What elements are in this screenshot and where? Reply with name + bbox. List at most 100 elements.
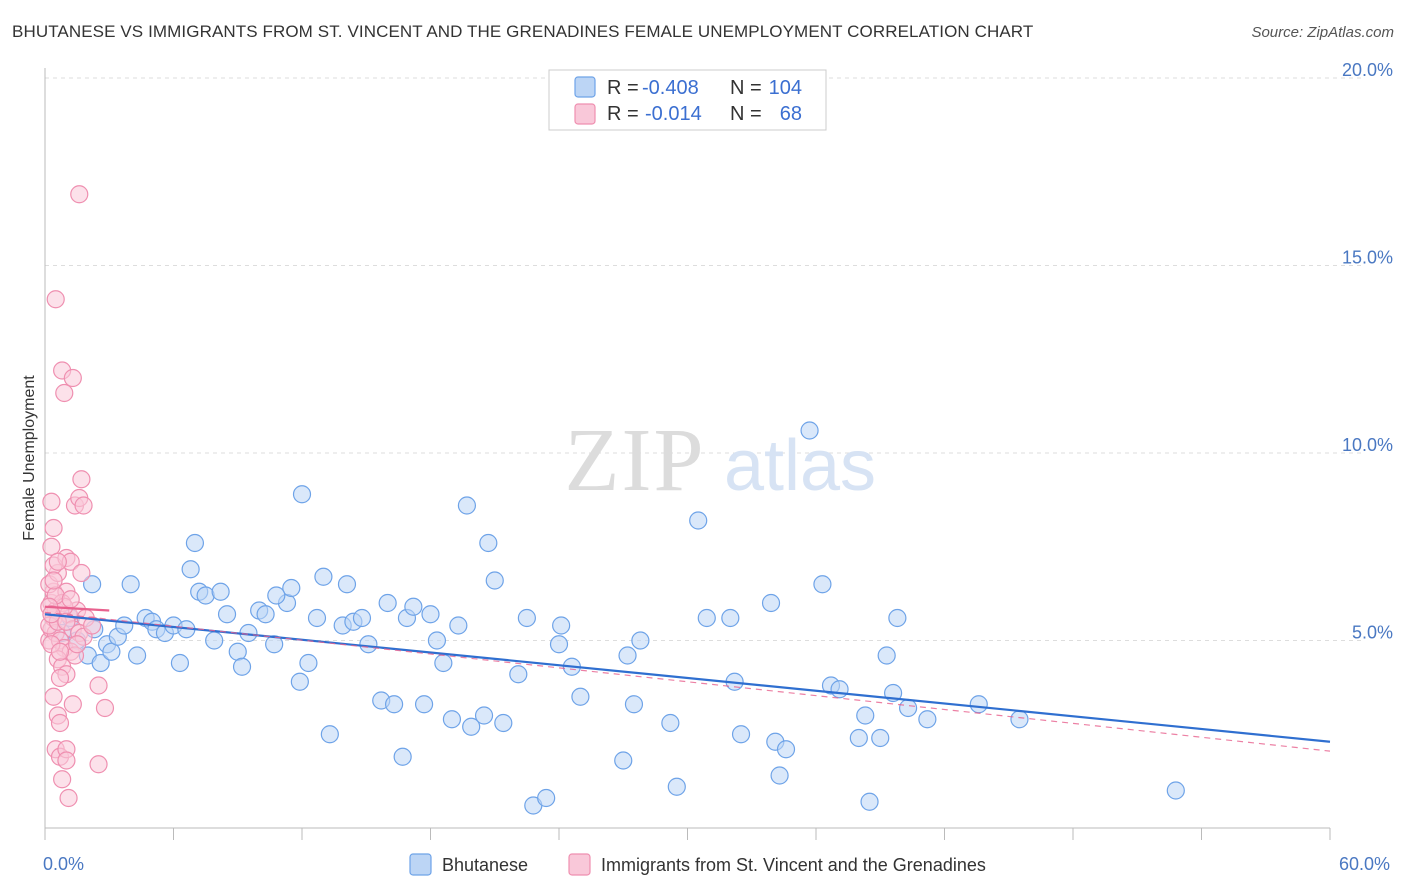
axes — [44, 68, 1331, 840]
data-point-bhutanese — [537, 788, 556, 808]
legend-r-value-1: -0.408 — [642, 77, 699, 99]
data-point-bhutanese — [359, 635, 378, 654]
series-legend-swatch-immigrants — [568, 853, 591, 876]
legend-n-label-1: N = — [730, 77, 762, 99]
series-legend-label-immigrants: Immigrants from St. Vincent and the Gren… — [601, 855, 986, 875]
data-point-bhutanese — [290, 672, 309, 691]
data-point-bhutanese — [474, 706, 494, 725]
series-legend: Bhutanese Immigrants from St. Vincent an… — [409, 853, 986, 876]
data-point-bhutanese — [217, 605, 237, 624]
x-tick-label: 0.0% — [43, 854, 84, 874]
series-legend-swatch-bhutanese — [409, 853, 432, 876]
data-point-bhutanese — [761, 593, 781, 613]
legend-swatch-blue — [574, 76, 596, 98]
data-point-bhutanese — [770, 766, 789, 785]
chart-title: BHUTANESE VS IMMIGRANTS FROM ST. VINCENT… — [12, 22, 1034, 41]
data-point-immigrants — [72, 563, 91, 583]
data-point-bhutanese — [871, 728, 890, 748]
data-point-bhutanese — [196, 586, 215, 605]
data-point-immigrants — [50, 668, 70, 688]
data-point-bhutanese — [776, 740, 796, 759]
data-point-bhutanese — [449, 616, 468, 635]
data-point-bhutanese — [509, 665, 528, 684]
legend-r-label-2: R = — [607, 103, 639, 125]
legend-n-label-2: N = — [730, 103, 762, 125]
data-point-bhutanese — [485, 571, 504, 590]
data-point-bhutanese — [337, 575, 357, 594]
data-point-bhutanese — [898, 698, 918, 718]
y-tick-label: 5.0% — [1352, 623, 1393, 643]
data-point-bhutanese — [552, 616, 571, 635]
data-point-bhutanese — [517, 608, 536, 628]
data-point-bhutanese — [830, 680, 849, 699]
trend-line-bhutanese — [44, 613, 1331, 743]
data-point-bhutanese — [624, 695, 644, 714]
data-point-immigrants — [57, 751, 76, 770]
watermark-atlas: atlas — [724, 426, 876, 506]
data-point-bhutanese — [457, 496, 477, 515]
data-point-bhutanese — [378, 593, 397, 613]
data-point-bhutanese — [352, 608, 372, 628]
data-point-bhutanese — [228, 642, 247, 661]
data-point-bhutanese — [414, 695, 434, 714]
data-point-immigrants — [50, 713, 70, 733]
legend-r-value-2: -0.014 — [645, 103, 702, 125]
data-point-bhutanese — [1010, 710, 1029, 729]
y-tick-label: 15.0% — [1342, 248, 1393, 268]
data-point-immigrants — [50, 642, 70, 661]
data-point-bhutanese — [170, 653, 190, 673]
data-point-bhutanese — [877, 646, 896, 665]
data-point-immigrants — [42, 537, 61, 556]
data-point-bhutanese — [1166, 781, 1185, 800]
data-point-bhutanese — [121, 575, 140, 594]
data-point-bhutanese — [282, 578, 301, 598]
data-point-bhutanese — [618, 646, 637, 665]
data-point-bhutanese — [494, 713, 513, 733]
data-point-bhutanese — [102, 642, 121, 661]
data-point-bhutanese — [384, 695, 404, 714]
correlation-legend: R = -0.408 N = 104 R = -0.014 N = 68 — [548, 69, 827, 131]
data-point-bhutanese — [860, 792, 879, 811]
source-credit: Source: ZipAtlas.com — [1251, 24, 1394, 41]
watermark: ZIP atlas — [565, 411, 877, 510]
data-point-bhutanese — [232, 657, 252, 676]
data-point-bhutanese — [115, 616, 134, 635]
data-point-immigrants — [48, 552, 67, 571]
data-point-immigrants — [63, 368, 82, 388]
legend-r-label-1: R = — [607, 77, 639, 99]
data-point-immigrants — [89, 676, 108, 695]
data-point-bhutanese — [462, 717, 481, 736]
y-tick-label: 10.0% — [1342, 435, 1393, 455]
data-point-bhutanese — [571, 687, 590, 706]
trend-lines — [44, 605, 1331, 752]
series-legend-label-bhutanese: Bhutanese — [442, 855, 528, 875]
watermark-zip: ZIP — [565, 411, 706, 510]
data-point-bhutanese — [83, 575, 102, 594]
data-point-bhutanese — [91, 653, 110, 673]
data-point-bhutanese — [427, 631, 447, 650]
data-point-bhutanese — [856, 706, 875, 725]
data-point-bhutanese — [393, 747, 412, 766]
data-point-immigrants — [59, 788, 78, 808]
data-point-bhutanese — [614, 751, 633, 770]
data-point-bhutanese — [256, 605, 275, 624]
data-point-bhutanese — [307, 608, 327, 628]
data-point-bhutanese — [667, 777, 686, 796]
data-point-bhutanese — [731, 725, 751, 744]
data-point-bhutanese — [697, 608, 716, 628]
data-point-immigrants — [63, 695, 82, 714]
data-point-immigrants — [74, 496, 93, 515]
data-point-bhutanese — [918, 710, 937, 729]
data-point-immigrants — [68, 635, 87, 654]
data-point-immigrants — [61, 590, 80, 609]
data-point-immigrants — [70, 185, 89, 204]
data-point-immigrants — [44, 687, 63, 706]
data-point-bhutanese — [404, 597, 423, 616]
series-immigrants-points — [40, 185, 115, 808]
data-point-bhutanese — [314, 567, 333, 586]
data-point-bhutanese — [442, 710, 462, 729]
data-point-bhutanese — [292, 485, 312, 504]
legend-n-value-1: 104 — [769, 77, 802, 99]
data-point-bhutanese — [661, 713, 680, 733]
